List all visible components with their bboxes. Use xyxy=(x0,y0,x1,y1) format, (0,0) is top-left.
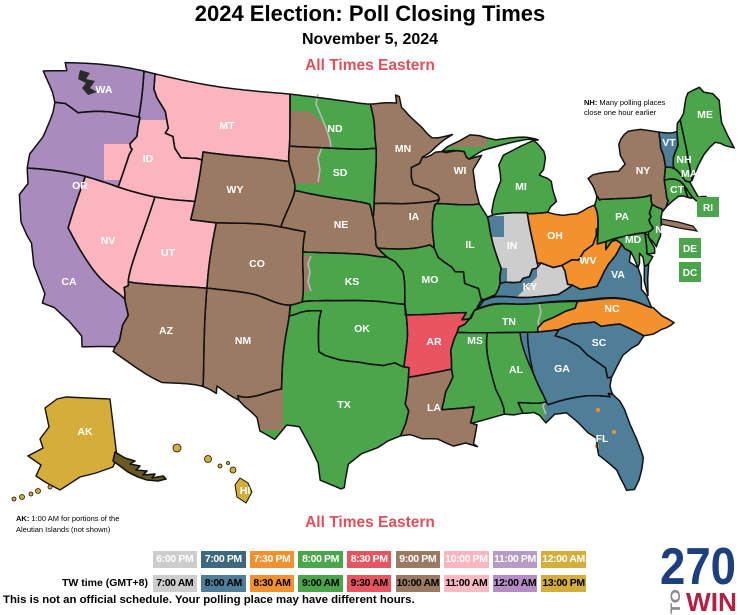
svg-text:OK: OK xyxy=(354,323,370,335)
svg-text:NY: NY xyxy=(636,165,651,177)
svg-text:TX: TX xyxy=(337,399,350,411)
svg-text:FL: FL xyxy=(596,433,609,445)
svg-text:TN: TN xyxy=(502,316,516,328)
svg-text:RI: RI xyxy=(703,203,713,214)
svg-text:AL: AL xyxy=(509,364,524,376)
svg-text:MD: MD xyxy=(625,234,642,246)
svg-text:OR: OR xyxy=(72,180,88,192)
svg-text:PA: PA xyxy=(615,211,629,223)
svg-text:ID: ID xyxy=(143,153,154,165)
svg-text:MN: MN xyxy=(395,143,411,155)
svg-text:CT: CT xyxy=(670,184,685,196)
svg-text:AZ: AZ xyxy=(159,325,174,337)
svg-text:WI: WI xyxy=(454,165,467,177)
svg-text:OH: OH xyxy=(547,230,563,242)
svg-text:MT: MT xyxy=(219,120,235,132)
svg-text:WIN: WIN xyxy=(686,587,737,615)
svg-text:VA: VA xyxy=(611,269,625,281)
svg-text:MI: MI xyxy=(515,181,527,193)
svg-text:270: 270 xyxy=(660,538,736,596)
svg-text:NH: NH xyxy=(676,154,691,166)
svg-text:VT: VT xyxy=(662,137,676,149)
svg-text:GA: GA xyxy=(554,363,570,375)
svg-text:WA: WA xyxy=(96,84,113,96)
svg-text:MO: MO xyxy=(422,274,439,286)
svg-text:MS: MS xyxy=(467,335,483,347)
svg-text:KS: KS xyxy=(345,276,360,288)
svg-text:DE: DE xyxy=(683,244,697,255)
svg-text:SD: SD xyxy=(333,167,348,179)
svg-text:HI: HI xyxy=(240,485,251,497)
svg-text:IL: IL xyxy=(465,239,475,251)
svg-text:NE: NE xyxy=(334,219,349,231)
svg-text:TO: TO xyxy=(667,589,683,614)
svg-text:KY: KY xyxy=(523,281,538,293)
svg-text:ND: ND xyxy=(327,123,343,135)
svg-text:WY: WY xyxy=(227,184,244,196)
svg-text:ME: ME xyxy=(697,109,713,121)
svg-text:CA: CA xyxy=(61,276,77,288)
svg-text:AK: AK xyxy=(77,426,93,438)
svg-text:NJ: NJ xyxy=(655,224,669,236)
svg-text:MA: MA xyxy=(681,168,698,180)
svg-text:DC: DC xyxy=(683,268,697,279)
svg-text:NV: NV xyxy=(101,235,116,247)
svg-text:NM: NM xyxy=(235,335,252,347)
svg-text:CO: CO xyxy=(249,258,265,270)
svg-text:UT: UT xyxy=(161,247,176,259)
svg-text:NC: NC xyxy=(604,303,620,315)
svg-text:IN: IN xyxy=(507,240,518,252)
svg-text:LA: LA xyxy=(427,402,441,414)
svg-text:IA: IA xyxy=(409,211,420,223)
svg-text:SC: SC xyxy=(592,337,607,349)
svg-text:AR: AR xyxy=(426,336,442,348)
svg-text:WV: WV xyxy=(580,255,597,267)
